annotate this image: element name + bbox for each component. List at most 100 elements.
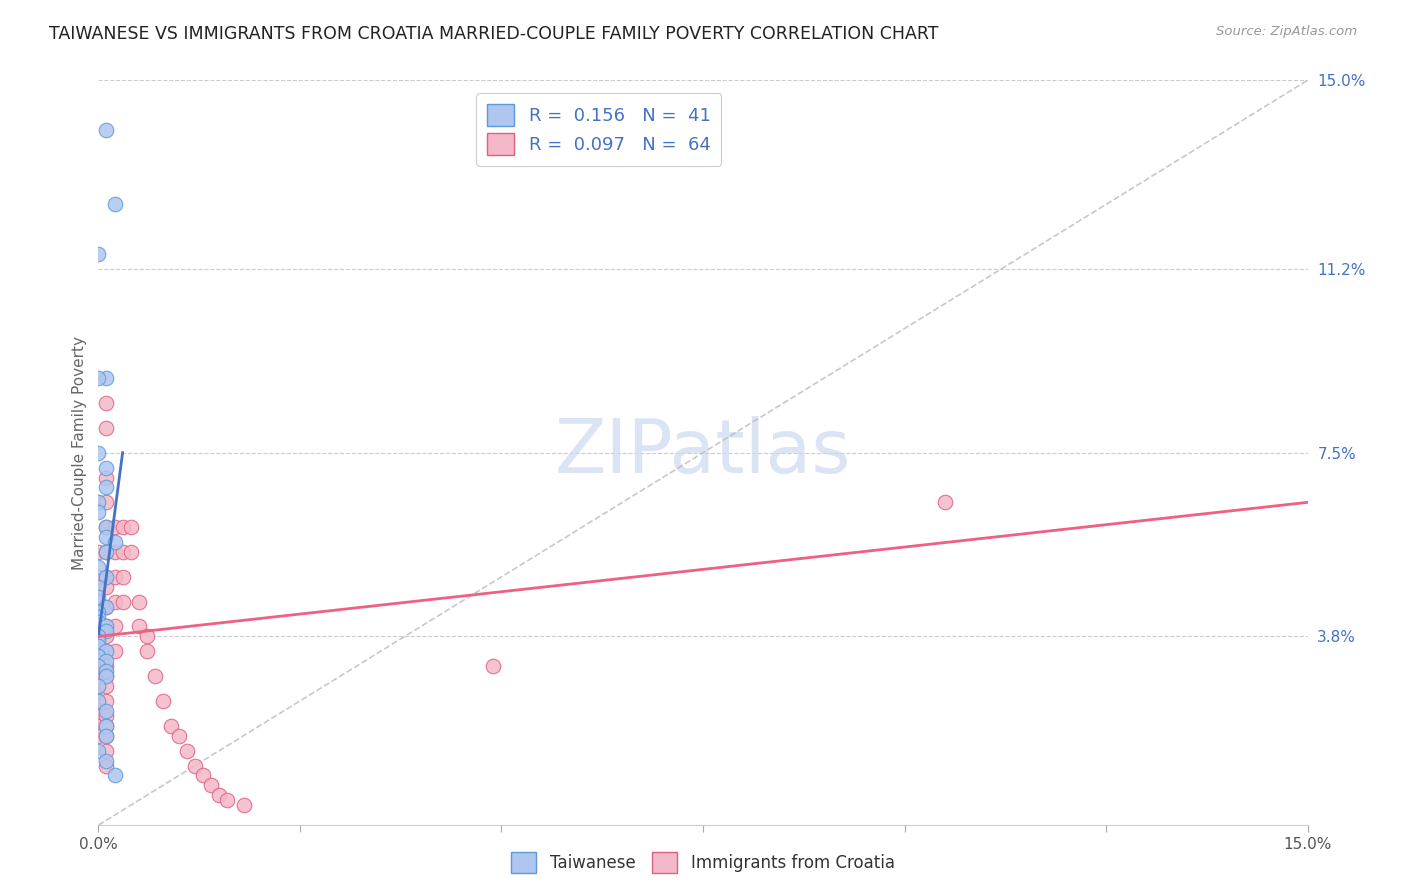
Point	[87, 619, 110, 633]
Point	[934, 495, 956, 509]
Point	[111, 545, 134, 559]
Point	[96, 123, 118, 137]
Point	[96, 654, 118, 668]
Point	[96, 744, 118, 758]
Point	[103, 197, 125, 211]
Point	[87, 495, 110, 509]
Point	[193, 768, 215, 782]
Point	[87, 629, 110, 643]
Point	[87, 580, 110, 594]
Text: TAIWANESE VS IMMIGRANTS FROM CROATIA MARRIED-COUPLE FAMILY POVERTY CORRELATION C: TAIWANESE VS IMMIGRANTS FROM CROATIA MAR…	[49, 25, 939, 43]
Point	[111, 570, 134, 584]
Point	[96, 624, 118, 639]
Point	[482, 659, 505, 673]
Point	[96, 704, 118, 718]
Point	[96, 719, 118, 733]
Point	[96, 599, 118, 614]
Y-axis label: Married-Couple Family Poverty: Married-Couple Family Poverty	[72, 335, 87, 570]
Point	[87, 560, 110, 574]
Point	[87, 615, 110, 629]
Point	[103, 535, 125, 549]
Point	[111, 520, 134, 534]
Point	[96, 520, 118, 534]
Point	[135, 644, 157, 658]
Point	[96, 470, 118, 484]
Point	[87, 719, 110, 733]
Point	[128, 619, 150, 633]
Point	[96, 694, 118, 708]
Point	[96, 495, 118, 509]
Point	[135, 629, 157, 643]
Point	[87, 629, 110, 643]
Point	[160, 719, 183, 733]
Point	[96, 480, 118, 494]
Point	[87, 634, 110, 648]
Point	[217, 793, 239, 807]
Point	[87, 679, 110, 693]
Point	[96, 659, 118, 673]
Point	[120, 545, 142, 559]
Point	[96, 619, 118, 633]
Point	[96, 530, 118, 544]
Point	[96, 520, 118, 534]
Point	[87, 669, 110, 683]
Point	[96, 599, 118, 614]
Point	[120, 520, 142, 534]
Point	[96, 669, 118, 683]
Point	[96, 570, 118, 584]
Point	[87, 371, 110, 385]
Point	[96, 629, 118, 643]
Point	[87, 495, 110, 509]
Point	[96, 545, 118, 559]
Point	[103, 644, 125, 658]
Point	[87, 694, 110, 708]
Point	[96, 421, 118, 435]
Point	[87, 570, 110, 584]
Point	[96, 580, 118, 594]
Point	[208, 789, 231, 803]
Point	[96, 570, 118, 584]
Point	[87, 640, 110, 654]
Point	[103, 570, 125, 584]
Point	[103, 545, 125, 559]
Point	[87, 649, 110, 664]
Point	[96, 719, 118, 733]
Point	[200, 778, 222, 792]
Point	[87, 729, 110, 743]
Point	[87, 605, 110, 619]
Point	[96, 729, 118, 743]
Point	[103, 520, 125, 534]
Point	[96, 669, 118, 683]
Point	[96, 644, 118, 658]
Point	[87, 679, 110, 693]
Point	[176, 744, 198, 758]
Point	[87, 609, 110, 624]
Point	[96, 371, 118, 385]
Point	[111, 594, 134, 608]
Legend: Taiwanese, Immigrants from Croatia: Taiwanese, Immigrants from Croatia	[505, 846, 901, 880]
Point	[184, 758, 207, 772]
Point	[87, 654, 110, 668]
Point	[232, 798, 254, 813]
Point	[96, 619, 118, 633]
Legend: R =  0.156   N =  41, R =  0.097   N =  64: R = 0.156 N = 41, R = 0.097 N = 64	[477, 93, 721, 166]
Point	[87, 659, 110, 673]
Point	[87, 247, 110, 261]
Point	[96, 545, 118, 559]
Point	[87, 545, 110, 559]
Point	[96, 709, 118, 723]
Point	[87, 640, 110, 654]
Point	[96, 758, 118, 772]
Text: Source: ZipAtlas.com: Source: ZipAtlas.com	[1216, 25, 1357, 38]
Point	[96, 396, 118, 410]
Point	[167, 729, 190, 743]
Point	[87, 505, 110, 519]
Point	[96, 664, 118, 678]
Point	[87, 446, 110, 460]
Point	[96, 754, 118, 768]
Point	[152, 694, 174, 708]
Point	[96, 644, 118, 658]
Text: ZIPatlas: ZIPatlas	[555, 417, 851, 489]
Point	[103, 594, 125, 608]
Point	[96, 679, 118, 693]
